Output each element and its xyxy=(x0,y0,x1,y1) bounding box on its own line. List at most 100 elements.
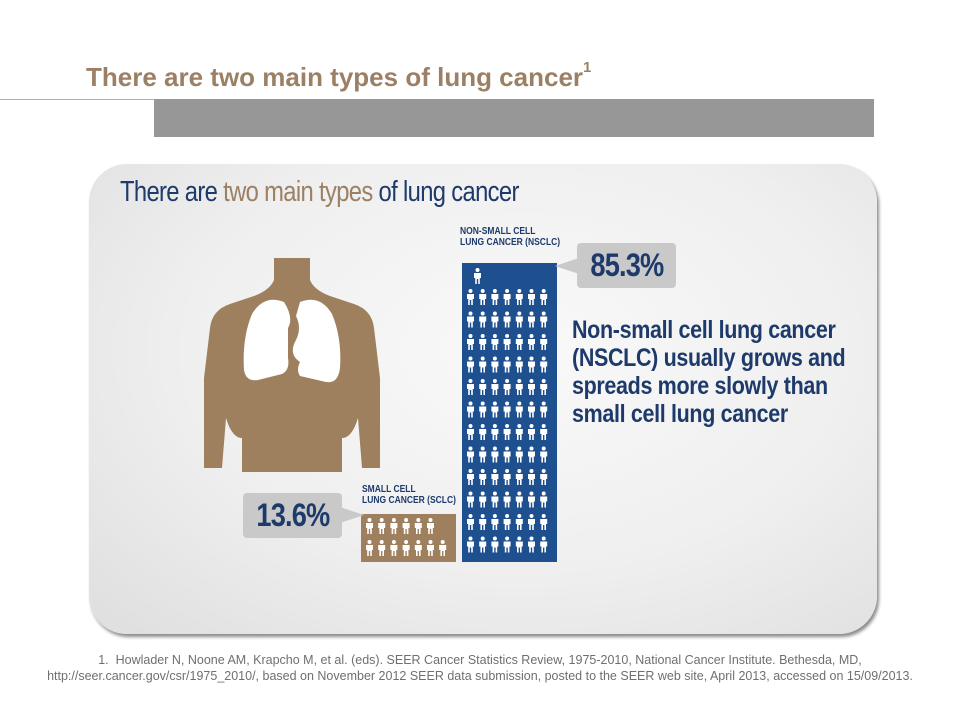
person-icon xyxy=(491,356,499,373)
person-icon xyxy=(491,401,499,418)
person-icon xyxy=(479,446,487,463)
slide-title: There are two main types of lung cancer1 xyxy=(86,59,591,93)
person-icon xyxy=(427,518,434,534)
person-icon xyxy=(491,469,499,485)
person-icon xyxy=(479,379,487,395)
person-icon xyxy=(503,446,511,463)
person-icon xyxy=(479,514,487,530)
person-icon xyxy=(467,356,474,373)
person-icon xyxy=(515,356,523,373)
person-icon xyxy=(540,491,548,508)
person-icon xyxy=(528,311,535,328)
sclc-label: SMALL CELL LUNG CANCER (SCLC) xyxy=(362,484,456,506)
person-icon xyxy=(467,469,474,485)
person-icon xyxy=(540,311,548,328)
person-icon xyxy=(467,446,474,463)
person-icon xyxy=(479,491,487,508)
sclc-percent: 13.6% xyxy=(256,497,330,533)
nsclc-callout-pointer xyxy=(555,258,579,274)
nsclc-label-line-1: NON-SMALL CELL xyxy=(460,226,536,237)
torso-lungs-illustration xyxy=(204,258,380,472)
desc-line-4: small cell lung cancer xyxy=(572,400,788,428)
person-icon xyxy=(503,311,511,328)
person-icon xyxy=(414,518,422,534)
desc-line-1: Non-small cell lung cancer xyxy=(572,316,836,344)
person-icon xyxy=(491,491,499,508)
person-icon xyxy=(479,356,487,373)
person-icon xyxy=(503,356,511,373)
person-icon xyxy=(515,289,523,305)
person-icon xyxy=(540,469,548,485)
person-icon xyxy=(515,536,523,553)
nsclc-percent: 85.3% xyxy=(590,247,664,283)
person-icon xyxy=(439,540,447,556)
person-icon xyxy=(390,518,398,534)
title-divider xyxy=(0,99,155,100)
heading-part-1: There are xyxy=(120,176,224,208)
person-icon xyxy=(491,514,499,530)
heading-accent: two main types xyxy=(223,176,373,208)
person-icon xyxy=(467,536,474,553)
person-icon xyxy=(528,379,535,395)
person-icon xyxy=(540,356,548,373)
person-icon xyxy=(390,540,398,556)
person-icon xyxy=(366,518,373,534)
person-icon xyxy=(540,536,548,553)
person-icon xyxy=(467,311,474,328)
person-icon xyxy=(491,424,499,440)
person-icon xyxy=(479,401,487,418)
person-icon xyxy=(540,334,548,350)
person-icon xyxy=(528,536,535,553)
person-icon xyxy=(540,379,548,395)
person-icon xyxy=(528,469,535,485)
person-icon xyxy=(427,540,434,556)
nsclc-label-line-2: LUNG CANCER (NSCLC) xyxy=(460,237,561,248)
nsclc-bar xyxy=(462,263,557,562)
person-icon xyxy=(515,446,523,463)
person-icon xyxy=(366,540,373,556)
person-icon xyxy=(414,540,422,556)
nsclc-description: Non-small cell lung cancer (NSCLC) usuall… xyxy=(572,316,856,428)
person-icon xyxy=(503,401,511,418)
person-icon xyxy=(491,311,499,328)
person-icon xyxy=(528,356,535,373)
person-icon xyxy=(479,289,487,305)
person-icon xyxy=(528,424,535,440)
sclc-label-line-2: LUNG CANCER (SCLC) xyxy=(362,495,456,506)
person-icon xyxy=(479,424,487,440)
person-icon xyxy=(491,446,499,463)
sclc-bar xyxy=(361,514,456,562)
footnote: 1. Howlader N, Noone AM, Krapcho M, et a… xyxy=(47,653,913,683)
person-icon xyxy=(515,424,523,440)
person-icon xyxy=(528,446,535,463)
nsclc-people-icons xyxy=(467,268,548,553)
header-bar xyxy=(154,99,874,137)
sclc-callout-pointer xyxy=(340,507,364,523)
person-icon xyxy=(467,401,474,418)
person-icon xyxy=(479,536,487,553)
person-icon xyxy=(491,379,499,395)
person-icon xyxy=(515,379,523,395)
person-icon xyxy=(528,334,535,350)
person-icon xyxy=(515,469,523,485)
person-icon xyxy=(540,514,548,530)
heading-part-2: of lung cancer xyxy=(372,176,520,208)
person-icon xyxy=(540,401,548,418)
slide-title-text: There are two main types of lung cancer xyxy=(86,62,584,92)
person-icon xyxy=(540,424,548,440)
sclc-people-icons xyxy=(366,518,447,556)
person-icon xyxy=(503,289,511,305)
person-icon xyxy=(528,491,535,508)
nsclc-label: NON-SMALL CELL LUNG CANCER (NSCLC) xyxy=(460,226,560,248)
person-icon xyxy=(491,536,499,553)
person-icon xyxy=(467,491,474,508)
person-icon xyxy=(528,514,535,530)
person-icon xyxy=(503,424,511,440)
person-icon xyxy=(479,311,487,328)
person-icon xyxy=(479,334,487,350)
person-icon xyxy=(402,518,410,534)
person-icon xyxy=(515,491,523,508)
person-icon xyxy=(515,514,523,530)
person-icon xyxy=(467,334,474,350)
person-icon xyxy=(540,446,548,463)
